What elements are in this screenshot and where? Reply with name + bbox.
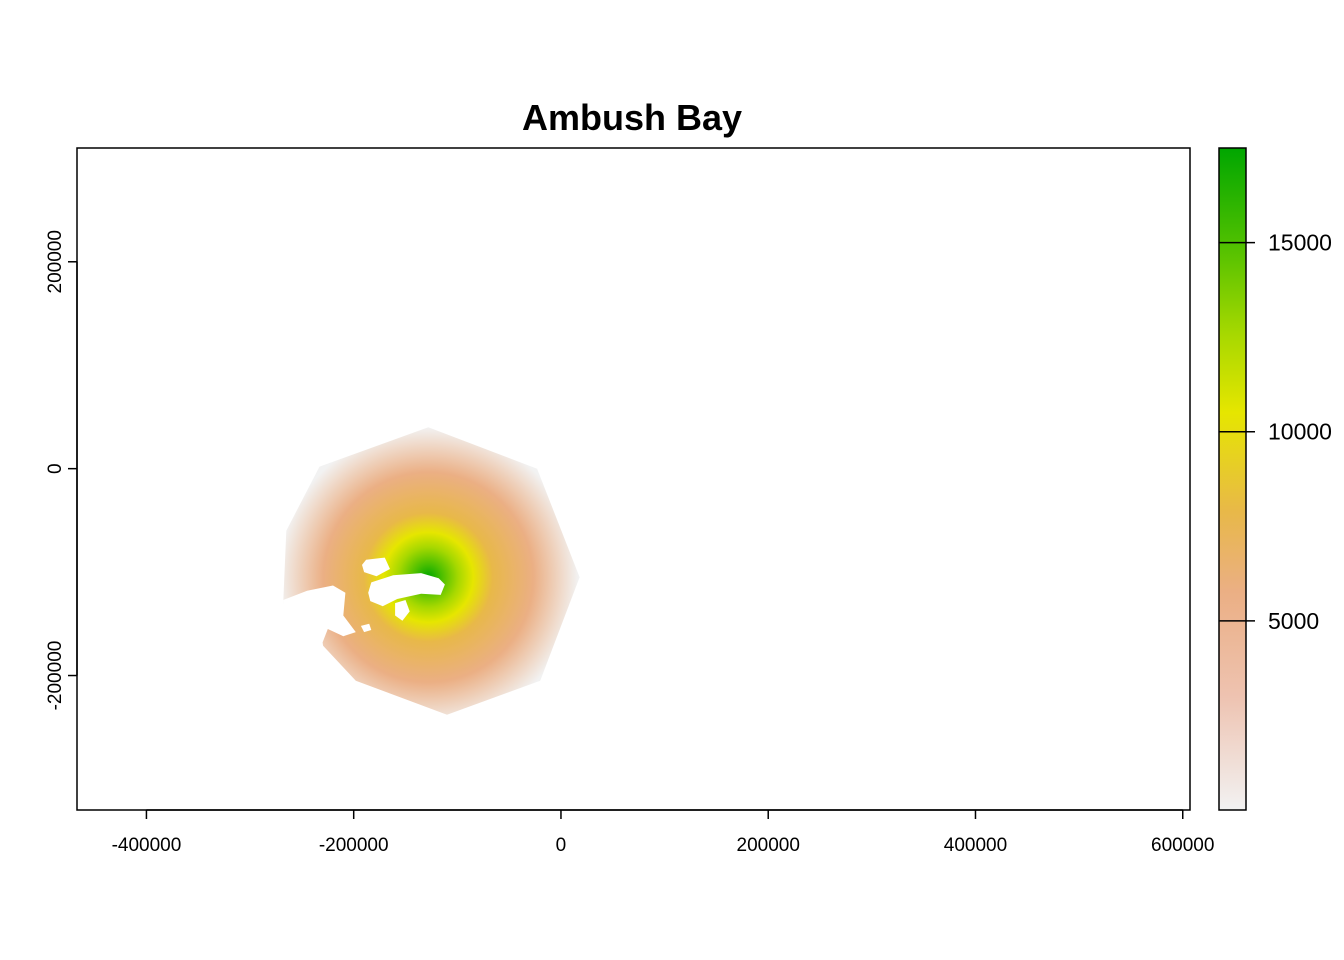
x-tick-label: 0 [556,835,567,856]
colorbar-tick-label: 5000 [1268,608,1319,634]
x-tick-label: 400000 [944,835,1007,856]
colorbar-frame [1218,147,1247,811]
y-tick-label: 200000 [45,230,66,293]
plot-frame [76,147,1191,811]
colorbar-tick-label: 15000 [1268,230,1332,256]
colorbar-tick-label: 10000 [1268,419,1332,445]
no-data-mid-islet [395,600,410,621]
colorbar-legend: 5000 10000 15000 [1218,147,1332,811]
no-data-west-coast [283,585,356,681]
x-tick-label: -400000 [112,835,182,856]
no-data-west-islet [360,623,372,633]
x-tick-label: 600000 [1151,835,1214,856]
x-tick-label: -200000 [319,835,389,856]
raster-surface [283,427,580,715]
raster-layer [283,427,580,715]
colorbar [1219,148,1246,810]
chart-title: Ambush Bay [522,97,742,138]
x-tick-label: 200000 [737,835,800,856]
y-axis: -200000 0 200000 [45,230,78,711]
no-data-main-island [368,573,445,607]
colorbar-ticks: 5000 10000 15000 [1219,230,1332,634]
y-tick-label: -200000 [45,641,66,711]
y-tick-label: 0 [45,463,66,474]
x-axis: -400000 -200000 0 200000 400000 600000 [112,809,1214,856]
no-data-upper-island [362,557,390,577]
